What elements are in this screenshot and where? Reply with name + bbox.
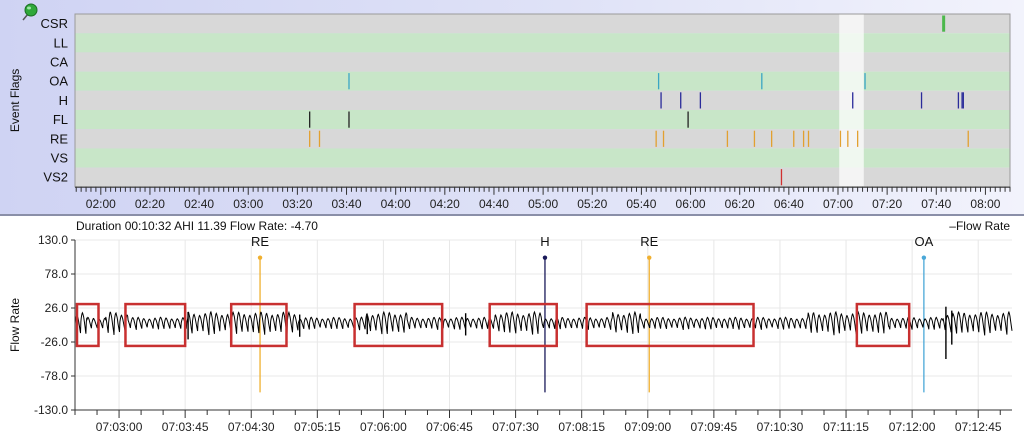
time-tick-label: 04:40 bbox=[479, 197, 509, 211]
flag-row-csr bbox=[75, 14, 1010, 34]
flow-rate-panel bbox=[0, 216, 1024, 439]
flag-row-fl bbox=[75, 110, 1010, 130]
event-flag-re[interactable] bbox=[662, 130, 665, 147]
event-flag-re[interactable] bbox=[726, 130, 729, 147]
event-flag-csr[interactable] bbox=[942, 15, 946, 32]
time-tick-label: 02:20 bbox=[135, 197, 165, 211]
time-tick-label: 02:00 bbox=[86, 197, 116, 211]
event-flag-h[interactable] bbox=[920, 92, 923, 109]
event-flag-oa[interactable] bbox=[761, 73, 763, 90]
flag-row-label: CSR bbox=[41, 16, 68, 31]
flag-row-h bbox=[75, 90, 1010, 110]
event-flag-re[interactable] bbox=[309, 130, 311, 147]
event-flag-re[interactable] bbox=[967, 130, 969, 147]
time-tick-label: 03:20 bbox=[282, 197, 312, 211]
event-flag-fl[interactable] bbox=[309, 111, 311, 128]
flow-info-bar: Duration 00:10:32 AHI 11.39 Flow Rate: -… bbox=[76, 219, 1014, 234]
flow-legend-label: Flow Rate bbox=[955, 219, 1010, 233]
event-flag-re[interactable] bbox=[318, 130, 321, 147]
time-tick-label: 06:20 bbox=[725, 197, 755, 211]
event-flag-re[interactable] bbox=[802, 130, 805, 147]
time-tick-label: 05:40 bbox=[626, 197, 656, 211]
time-tick-label: 04:20 bbox=[430, 197, 460, 211]
flag-row-label: VS2 bbox=[43, 170, 68, 185]
event-flag-oa[interactable] bbox=[348, 73, 350, 90]
event-flags-axis-title: Event Flags bbox=[8, 69, 22, 132]
flag-row-label: LL bbox=[54, 35, 68, 50]
time-tick-label: 06:00 bbox=[676, 197, 706, 211]
flag-row-ca bbox=[75, 52, 1010, 72]
flow-legend: ‒Flow Rate bbox=[949, 219, 1010, 233]
event-flag-vs2[interactable] bbox=[780, 169, 783, 186]
event-flag-h[interactable] bbox=[852, 92, 854, 109]
time-tick-label: 02:40 bbox=[184, 197, 214, 211]
flag-row-oa bbox=[75, 71, 1010, 91]
event-flag-re[interactable] bbox=[770, 130, 773, 147]
flag-row-label: CA bbox=[50, 55, 68, 70]
flag-row-re bbox=[75, 129, 1010, 149]
event-flag-re[interactable] bbox=[847, 130, 849, 147]
time-tick-label: 07:40 bbox=[921, 197, 951, 211]
event-flag-re[interactable] bbox=[655, 130, 657, 147]
flag-row-ll bbox=[75, 33, 1010, 53]
flag-row-label: H bbox=[59, 93, 68, 108]
event-flag-re[interactable] bbox=[856, 130, 859, 147]
event-flags-chart: Event Flags CSR LL CA OA H FL RE VS VS2 02:00 02:20… bbox=[8, 13, 1011, 211]
flag-row-label: RE bbox=[50, 131, 68, 146]
event-flag-h[interactable] bbox=[699, 92, 702, 109]
time-tick-label: 04:00 bbox=[381, 197, 411, 211]
time-tick-label: 03:40 bbox=[332, 197, 362, 211]
time-tick-label: 08:00 bbox=[970, 197, 1000, 211]
time-tick-label: 05:00 bbox=[528, 197, 558, 211]
time-tick-label: 07:00 bbox=[823, 197, 853, 211]
flag-row-vs2 bbox=[75, 167, 1010, 187]
panel-divider[interactable] bbox=[0, 214, 1024, 216]
event-flag-re[interactable] bbox=[793, 130, 795, 147]
event-flag-h[interactable] bbox=[961, 92, 963, 109]
selected-time-window[interactable] bbox=[839, 14, 864, 187]
time-tick-label: 03:00 bbox=[233, 197, 263, 211]
event-flag-h[interactable] bbox=[962, 92, 964, 109]
event-flag-h[interactable] bbox=[660, 92, 662, 109]
event-flag-re[interactable] bbox=[753, 130, 756, 147]
event-flag-h[interactable] bbox=[680, 92, 682, 109]
event-flag-fl[interactable] bbox=[348, 111, 350, 128]
event-flags-panel: Event Flags CSR LL CA OA H FL RE VS VS2 02:00 02:20… bbox=[0, 0, 1024, 214]
flag-row-vs bbox=[75, 148, 1010, 168]
event-flag-fl[interactable] bbox=[687, 111, 689, 128]
time-tick-label: 05:20 bbox=[577, 197, 607, 211]
time-tick-label: 06:40 bbox=[774, 197, 804, 211]
pushpin-icon[interactable] bbox=[18, 1, 40, 23]
event-flag-oa[interactable] bbox=[657, 73, 660, 90]
event-flag-re[interactable] bbox=[807, 130, 810, 147]
flow-summary-text: Duration 00:10:32 AHI 11.39 Flow Rate: -… bbox=[76, 219, 318, 233]
flag-row-label: FL bbox=[53, 112, 68, 127]
event-flag-h[interactable] bbox=[957, 92, 960, 109]
time-tick-label: 07:20 bbox=[872, 197, 902, 211]
flag-row-label: OA bbox=[49, 74, 68, 89]
event-flag-re[interactable] bbox=[839, 130, 842, 147]
flag-row-label: VS bbox=[51, 151, 69, 166]
event-flag-oa[interactable] bbox=[864, 73, 866, 90]
